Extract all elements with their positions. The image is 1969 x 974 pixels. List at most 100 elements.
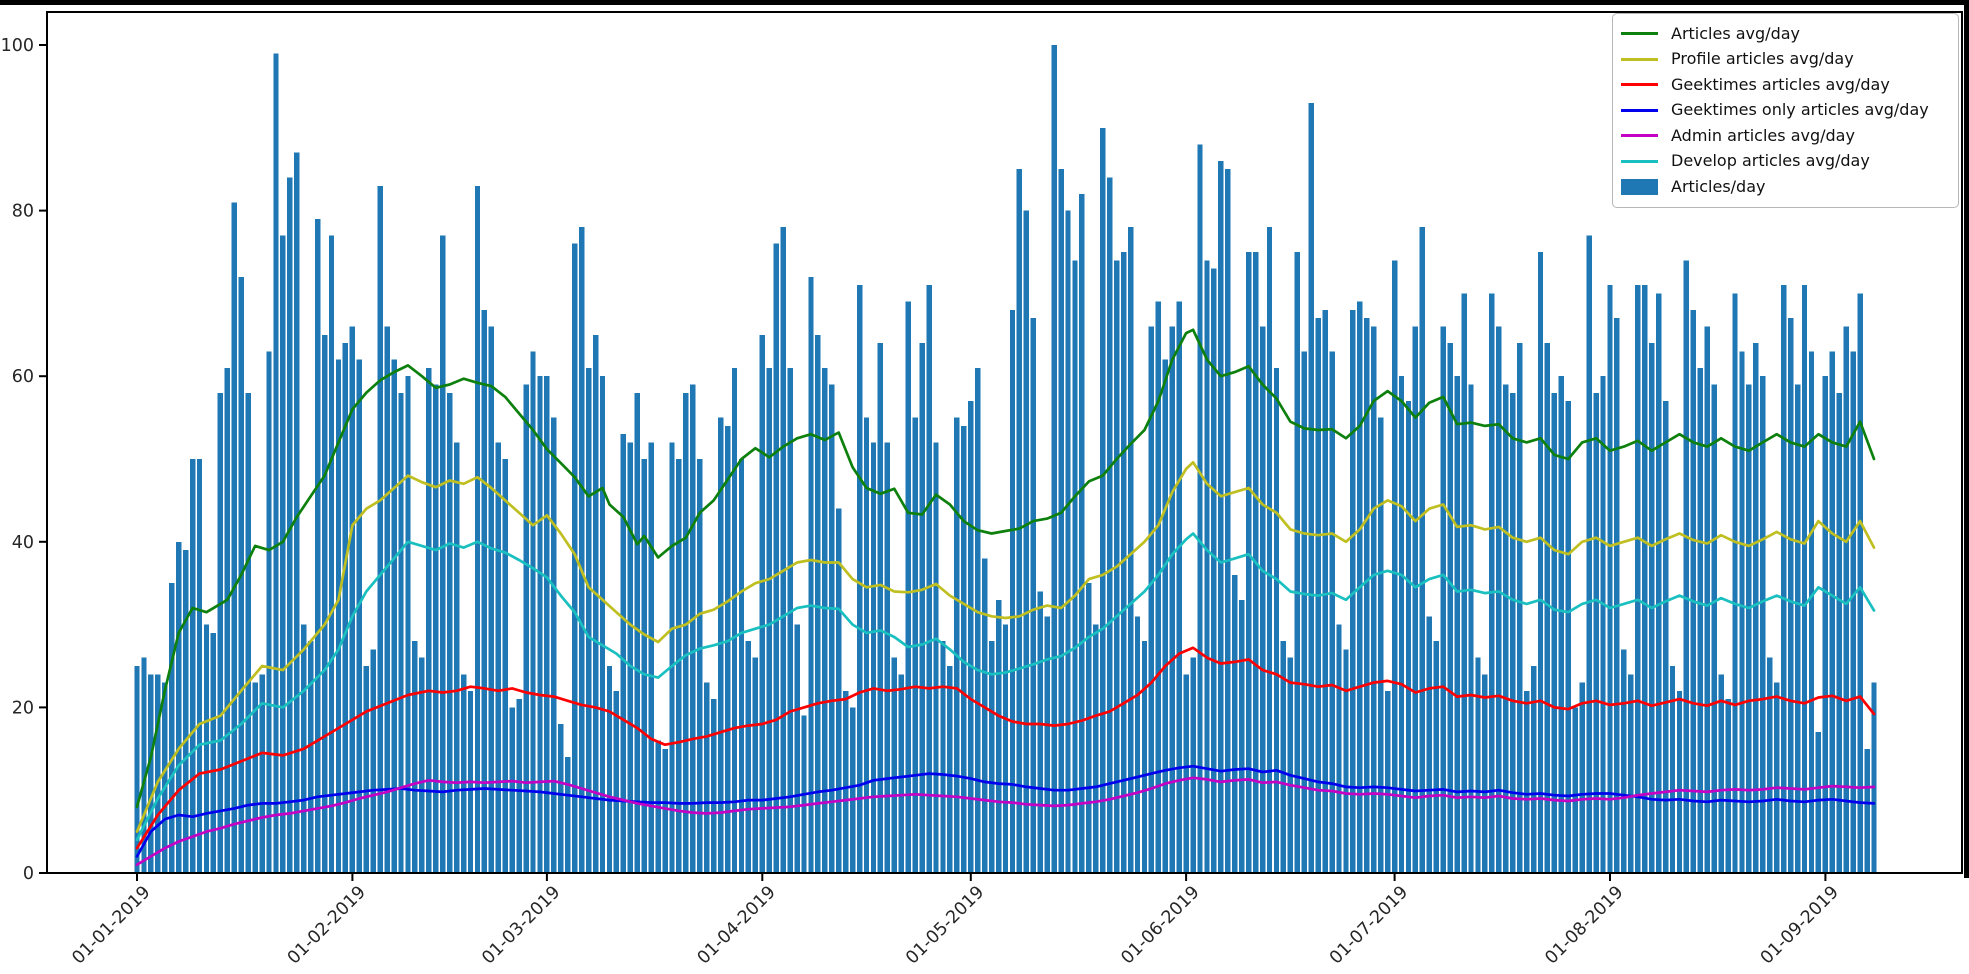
- bar: [1169, 326, 1175, 873]
- x-tick-label: 01-06-2019: [1118, 882, 1204, 968]
- bar: [488, 326, 495, 873]
- x-tick-label: 01-08-2019: [1541, 882, 1627, 968]
- bar: [1100, 127, 1106, 874]
- bar: [245, 392, 251, 873]
- x-tick-label: 01-01-2019: [68, 882, 154, 968]
- bar: [613, 690, 620, 873]
- bar: [1662, 401, 1669, 873]
- figure-frame-top: [0, 0, 1969, 5]
- bar: [1301, 351, 1307, 873]
- bar: [641, 459, 647, 873]
- line-profile-articles-avg: [135, 460, 1876, 833]
- bar: [926, 285, 932, 873]
- bar: [1579, 682, 1585, 873]
- bar: [1030, 318, 1036, 873]
- bar: [870, 442, 877, 873]
- bar: [342, 343, 349, 874]
- bar: [988, 641, 995, 873]
- legend-label-articles-per-day: Articles/day: [1671, 176, 1766, 196]
- bar: [1732, 293, 1738, 873]
- bar: [1398, 376, 1405, 873]
- bar: [1523, 690, 1530, 873]
- bar: [1225, 169, 1231, 873]
- bar: [1593, 392, 1599, 873]
- bar: [1273, 367, 1280, 873]
- bar: [495, 442, 501, 873]
- bar: [1774, 682, 1780, 873]
- x-tick-label: 01-05-2019: [902, 882, 988, 968]
- bar: [975, 367, 981, 873]
- bar: [1565, 401, 1571, 873]
- bar: [606, 666, 613, 873]
- bar: [697, 459, 703, 873]
- x-tick-label: 01-03-2019: [478, 882, 564, 968]
- bar: [947, 666, 953, 873]
- y-tick-label: 60: [12, 367, 34, 387]
- bar: [745, 641, 752, 873]
- bar: [481, 309, 488, 874]
- bar: [884, 442, 891, 873]
- bar: [1718, 674, 1724, 873]
- legend-swatch-geektimes-articles-avg: [1621, 83, 1658, 87]
- bar: [905, 301, 911, 873]
- bar: [1426, 616, 1433, 873]
- bar: [1204, 260, 1210, 873]
- bar: [1864, 748, 1870, 873]
- bar: [891, 657, 898, 873]
- bar: [1308, 102, 1314, 873]
- bar: [1016, 169, 1023, 873]
- bar: [1676, 690, 1683, 873]
- bar: [1697, 367, 1703, 873]
- bar: [1009, 309, 1016, 874]
- bar: [863, 417, 870, 873]
- bar: [1551, 392, 1558, 873]
- bar: [453, 442, 460, 873]
- bar: [822, 367, 828, 873]
- bar: [412, 641, 418, 873]
- bar: [877, 343, 884, 874]
- bar: [981, 558, 988, 873]
- bar: [1753, 343, 1759, 874]
- bar: [933, 442, 939, 873]
- bar: [1815, 732, 1822, 873]
- bar: [759, 334, 766, 873]
- x-tick-label: 01-07-2019: [1326, 882, 1412, 968]
- bar: [196, 459, 203, 873]
- bar: [1384, 690, 1391, 873]
- bar: [1371, 326, 1377, 873]
- bar: [1322, 309, 1328, 874]
- bar: [544, 376, 550, 873]
- bar: [217, 392, 224, 873]
- bar: [648, 442, 654, 873]
- bar: [1440, 326, 1446, 873]
- bar: [787, 367, 793, 873]
- bar: [1176, 301, 1182, 873]
- bar: [391, 359, 397, 873]
- bar: [968, 401, 974, 873]
- x-axis: 01-01-2019 01-02-2019 01-03-2019 01-04-2019…: [68, 873, 1843, 968]
- bar: [1635, 285, 1641, 873]
- legend-item-develop-articles-avg: Develop articles avg/day: [1621, 149, 1948, 175]
- bar: [182, 550, 189, 873]
- bar: [954, 417, 960, 873]
- bar: [349, 326, 356, 873]
- bar: [1107, 177, 1113, 874]
- bar: [189, 459, 196, 873]
- bar: [599, 376, 606, 873]
- bar: [537, 376, 543, 873]
- bar: [321, 334, 328, 873]
- bar: [1690, 309, 1697, 874]
- bar: [384, 326, 390, 873]
- bar: [1496, 326, 1502, 873]
- bar: [231, 202, 237, 873]
- bar: [1127, 227, 1134, 873]
- legend-label-geektimes-only-articles-avg: Geektimes only articles avg/day: [1671, 100, 1929, 120]
- bar: [592, 334, 599, 873]
- bar: [1350, 309, 1356, 874]
- bar: [940, 641, 946, 873]
- legend-label-geektimes-articles-avg: Geektimes articles avg/day: [1671, 74, 1890, 94]
- bar: [169, 583, 175, 873]
- bar: [148, 674, 154, 873]
- bar: [405, 376, 411, 873]
- bar: [1148, 326, 1155, 873]
